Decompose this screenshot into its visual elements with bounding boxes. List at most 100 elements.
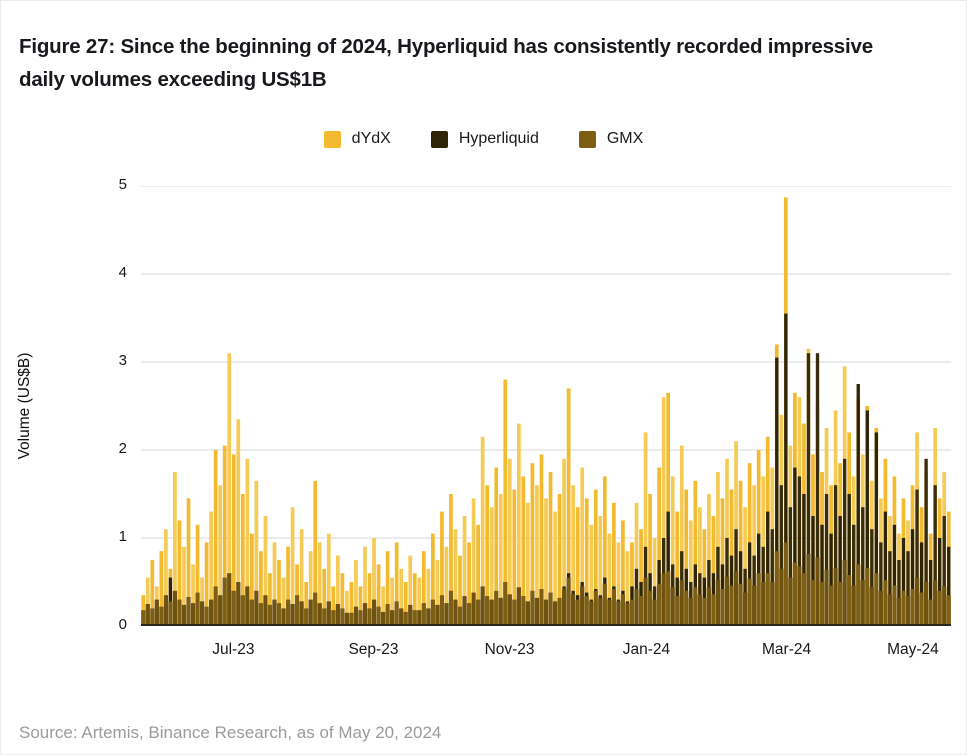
bar-gmx	[344, 612, 350, 626]
bar-dydx	[516, 423, 521, 626]
legend-label-dydx: dYdX	[351, 130, 391, 147]
bar-dydx	[372, 538, 376, 626]
bar-gmx	[408, 604, 413, 626]
bar-dydx	[218, 485, 223, 626]
volume-bar-chart	[141, 185, 951, 626]
bar-gmx	[430, 599, 435, 626]
bar-dydx	[440, 511, 444, 626]
bar-gmx	[616, 601, 621, 626]
bar-gmx	[828, 585, 834, 626]
bar-gmx	[647, 590, 653, 626]
bar-dydx	[688, 520, 693, 626]
bar-gmx	[914, 577, 920, 626]
bar-hyperliquid	[892, 524, 897, 626]
legend-label-hyperliquid: Hyperliquid	[458, 130, 539, 147]
bar-gmx	[566, 577, 571, 626]
bar-gmx	[371, 599, 377, 626]
bar-dydx	[489, 507, 494, 626]
x-tick-label-may-24: May-24	[887, 641, 939, 658]
bar-gmx	[661, 573, 666, 626]
bar-gmx	[154, 599, 159, 626]
bar-gmx	[190, 603, 196, 626]
bar-dydx	[535, 485, 539, 626]
bar-gmx	[159, 606, 164, 626]
bar-gmx	[195, 592, 200, 626]
bar-gmx	[625, 603, 630, 626]
bar-gmx	[276, 603, 282, 626]
bar-gmx	[308, 599, 313, 626]
bar-dydx	[182, 546, 186, 626]
bar-hyperliquid	[842, 458, 847, 626]
bar-dydx	[539, 454, 544, 626]
bar-gmx	[657, 583, 662, 626]
bar-gmx	[779, 568, 784, 626]
y-tick-label-4: 4	[118, 264, 127, 281]
bar-gmx	[272, 599, 277, 626]
bar-gmx	[706, 587, 712, 626]
bar-dydx	[385, 551, 390, 626]
bar-gmx	[824, 569, 829, 626]
bar-gmx	[227, 573, 232, 626]
bar-hyperliquid	[879, 542, 883, 626]
bar-dydx	[331, 586, 336, 626]
bar-gmx	[539, 589, 544, 626]
bar-gmx	[362, 603, 368, 626]
bar-gmx	[557, 597, 562, 626]
bar-dydx	[498, 494, 503, 626]
bar-dydx	[666, 392, 671, 626]
bar-gmx	[580, 586, 585, 626]
bar-hyperliquid	[915, 489, 919, 626]
bar-gmx	[516, 587, 521, 626]
x-tick-label-mar-24: Mar-24	[762, 641, 812, 658]
bar-dydx	[367, 573, 372, 626]
y-tick-label-0: 0	[118, 616, 127, 633]
bar-dydx	[612, 502, 616, 626]
bar-hyperliquid	[888, 551, 892, 626]
bar-gmx	[199, 601, 205, 626]
bar-dydx	[150, 560, 155, 626]
bar-gmx	[353, 606, 359, 626]
bar-dydx	[191, 564, 195, 626]
bar-dydx	[679, 445, 684, 626]
bar-gmx	[480, 586, 485, 626]
bar-gmx	[729, 585, 734, 626]
bar-gmx	[331, 610, 336, 626]
bar-dydx	[471, 498, 476, 626]
bar-gmx	[150, 608, 155, 626]
bar-hyperliquid	[901, 538, 906, 626]
bar-dydx	[286, 546, 290, 626]
bar-gmx	[421, 603, 426, 626]
bar-gmx	[335, 604, 340, 626]
bar-dydx	[268, 573, 272, 626]
bar-gmx	[869, 587, 874, 626]
bar-dydx	[503, 379, 508, 626]
bar-gmx	[439, 595, 445, 626]
bar-gmx	[733, 571, 739, 626]
bar-dydx	[227, 353, 232, 626]
bar-dydx	[462, 516, 467, 626]
bar-gmx	[267, 604, 273, 626]
bar-gmx	[453, 599, 458, 626]
y-tick-label-1: 1	[118, 528, 127, 545]
bar-gmx	[263, 595, 268, 626]
bar-gmx	[376, 606, 381, 626]
bar-hyperliquid	[847, 494, 851, 626]
bar-gmx	[507, 594, 512, 626]
bar-hyperliquid	[788, 507, 793, 626]
bar-gmx	[249, 599, 254, 626]
bar-gmx	[299, 601, 304, 626]
bar-dydx	[453, 529, 458, 626]
bar-gmx	[711, 594, 716, 626]
bar-gmx	[141, 610, 146, 626]
bar-dydx	[313, 480, 318, 626]
bar-gmx	[856, 564, 861, 626]
bar-gmx	[245, 586, 250, 626]
bar-gmx	[629, 599, 635, 626]
bar-gmx	[163, 595, 169, 626]
bar-dydx	[643, 432, 648, 626]
bar-hyperliquid	[883, 511, 888, 626]
bar-dydx	[304, 582, 309, 626]
bar-gmx	[326, 601, 331, 626]
bar-gmx	[611, 589, 616, 626]
